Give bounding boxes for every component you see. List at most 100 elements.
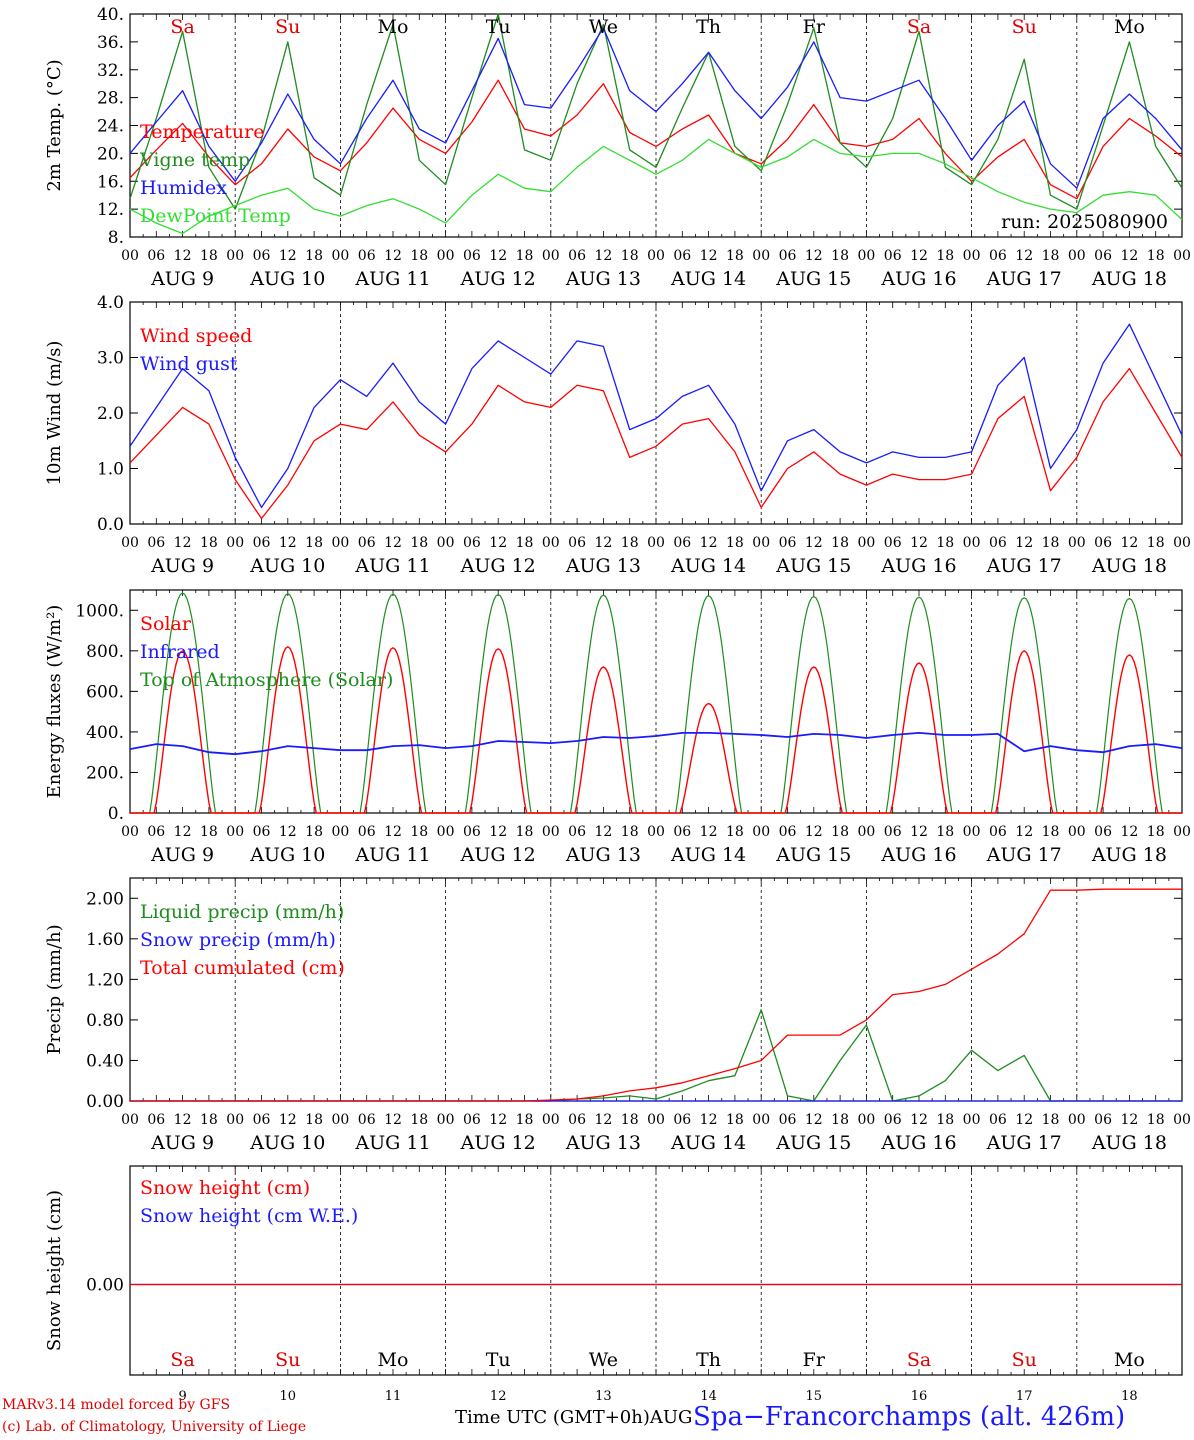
hour-tick-label: 00 [1173,1112,1191,1128]
hour-tick-label: 12 [700,248,718,264]
hour-tick-label: 00 [1173,248,1191,264]
hour-tick-label: 18 [1042,824,1060,840]
hour-tick-label: 00 [647,1112,665,1128]
hour-tick-label: 12 [910,1112,928,1128]
hour-tick-label: 18 [1147,1112,1165,1128]
hour-tick-label: 12 [700,535,718,551]
hour-tick-label: 00 [752,248,770,264]
y-axis-label: 2m Temp. (°C) [44,59,65,191]
y-tick-label: 0.0 [97,515,124,535]
hour-tick-label: 18 [410,535,428,551]
y-tick-label: 16. [97,172,124,192]
hour-tick-label: 12 [1015,1112,1033,1128]
day-number-label: 9 [178,1389,186,1404]
hour-tick-label: 06 [463,1112,481,1128]
hour-tick-label: 06 [989,824,1007,840]
hour-tick-label: 00 [857,535,875,551]
legend-entry: Top of Atmosphere (Solar) [140,669,393,691]
hour-tick-label: 12 [279,535,297,551]
dewpoint-templine [129,138,1183,235]
legend-entry: Wind speed [140,325,252,347]
date-label: AUG 17 [986,1132,1062,1154]
hour-tick-label: 00 [647,248,665,264]
date-label: AUG 10 [249,268,325,290]
hour-tick-label: 00 [857,248,875,264]
weekday-label: We [589,16,618,38]
hour-tick-label: 06 [1094,824,1112,840]
day-number-label: 17 [1016,1389,1033,1404]
hour-tick-label: 00 [121,824,139,840]
day-number-label: 15 [806,1389,823,1404]
wind-speedline [129,367,1183,520]
hour-tick-label: 00 [752,824,770,840]
hour-tick-label: 00 [1173,535,1191,551]
y-axis-label: Precip (mm/h) [44,924,65,1054]
hour-tick-label: 06 [463,535,481,551]
infrared-line [129,732,1183,756]
hour-tick-label: 12 [1120,248,1138,264]
hour-tick-label: 18 [726,535,744,551]
weekday-label: Sa [907,1349,931,1371]
hour-tick-label: 18 [410,248,428,264]
date-label: AUG 18 [1091,1132,1167,1154]
hour-tick-label: 00 [542,248,560,264]
hour-tick-label: 06 [779,248,797,264]
hour-tick-label: 06 [568,824,586,840]
hour-tick-label: 12 [805,248,823,264]
hour-tick-label: 00 [331,1112,349,1128]
hour-tick-label: 18 [305,1112,323,1128]
weekday-label: Mo [378,16,409,38]
y-tick-label: 0.00 [86,1092,124,1112]
hour-tick-label: 06 [989,1112,1007,1128]
date-label: AUG 11 [354,844,430,866]
hour-tick-label: 12 [384,248,402,264]
hour-tick-label: 12 [489,248,507,264]
hour-tick-label: 12 [384,535,402,551]
weekday-label: Sa [170,16,194,38]
legend-entry: Humidex [140,177,227,199]
hour-tick-label: 06 [463,248,481,264]
legend-entry: Snow height (cm) [140,1177,310,1199]
day-number-label: 12 [490,1389,507,1404]
date-label: AUG 10 [249,844,325,866]
hour-tick-label: 18 [726,824,744,840]
hour-tick-label: 18 [621,535,639,551]
hour-tick-label: 00 [1068,1112,1086,1128]
hour-tick-label: 06 [358,248,376,264]
y-tick-label: 1.20 [86,970,124,990]
hour-tick-label: 06 [1094,1112,1112,1128]
weekday-label: Tu [486,1349,511,1371]
hour-tick-label: 12 [805,824,823,840]
hour-tick-label: 06 [147,535,165,551]
hour-tick-label: 12 [1015,535,1033,551]
weekday-label: Mo [378,1349,409,1371]
date-label: AUG 9 [150,844,214,866]
y-tick-label: 0.00 [86,1276,124,1296]
date-label: AUG 17 [986,844,1062,866]
day-number-label: 14 [700,1389,717,1404]
hour-tick-label: 18 [726,1112,744,1128]
date-label: AUG 17 [986,555,1062,577]
hour-tick-label: 18 [1042,1112,1060,1128]
y-tick-label: 1.0 [97,460,124,480]
hour-tick-label: 12 [384,1112,402,1128]
hour-tick-label: 12 [910,824,928,840]
run-label: run: 2025080900 [1001,211,1168,233]
hour-tick-label: 18 [516,248,534,264]
hour-tick-label: 00 [963,248,981,264]
y-tick-label: 2.00 [86,889,124,909]
hour-tick-label: 18 [1042,535,1060,551]
hour-tick-label: 12 [700,824,718,840]
legend-entry: Snow height (cm W.E.) [140,1205,358,1227]
hour-tick-label: 06 [568,535,586,551]
hour-tick-label: 06 [884,248,902,264]
hour-tick-label: 00 [437,535,455,551]
y-axis-label: Snow height (cm) [44,1190,65,1351]
hour-tick-label: 18 [831,535,849,551]
date-label: AUG 16 [880,844,956,866]
hour-tick-label: 18 [305,248,323,264]
y-tick-label: 4.0 [97,293,124,313]
date-label: AUG 15 [775,1132,851,1154]
hour-tick-label: 12 [594,248,612,264]
weekday-label: Su [1012,1349,1037,1371]
